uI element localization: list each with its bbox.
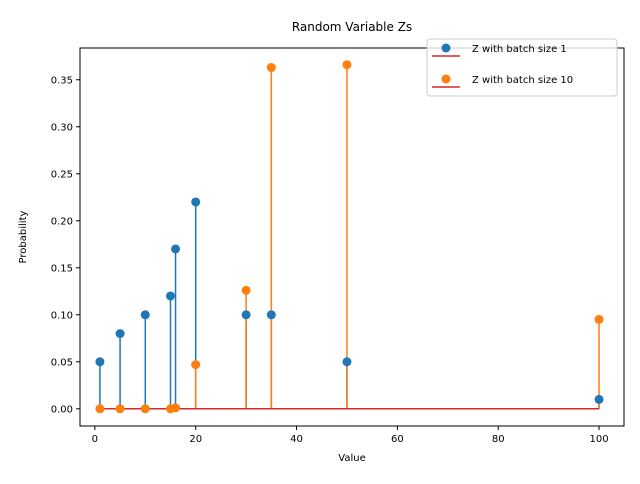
axes-frame (79, 47, 625, 427)
stems-layer (99, 64, 600, 409)
x-tick-label: 100 (589, 434, 608, 445)
stem-marker-series-1-5 (191, 360, 201, 370)
legend-label-batch-10: Z with batch size 10 (472, 75, 573, 86)
y-axis-ticks: 0.00 0.05 0.10 0.15 0.20 0.25 0.30 0.35 (51, 75, 80, 415)
stem-marker-series-0-5 (191, 197, 201, 207)
stem-marker-series-1-9 (594, 314, 604, 324)
stem-marker-series-0-3 (165, 291, 175, 301)
stem-marker-series-0-8 (342, 357, 352, 367)
legend-box (426, 38, 618, 97)
stem-marker-series-1-7 (266, 63, 276, 73)
x-tick-label: 20 (189, 434, 202, 445)
stem-marker-series-1-4 (171, 403, 181, 413)
x-tick-label: 40 (290, 434, 303, 445)
chart-title: Random Variable Zs (292, 20, 412, 34)
stem-marker-series-1-8 (342, 60, 352, 70)
legend-marker-batch-1 (441, 43, 451, 53)
stem-marker-series-0-4 (171, 244, 181, 254)
stem-marker-series-0-1 (115, 329, 125, 339)
y-tick-label: 0.20 (51, 216, 73, 227)
legend-entry-batch-10: Z with batch size 10 (432, 74, 573, 88)
stem-marker-series-0-9 (594, 394, 604, 404)
legend: Z with batch size 1 Z with batch size 10 (426, 38, 618, 97)
y-tick-label: 0.15 (51, 263, 73, 274)
x-tick-label: 80 (492, 434, 505, 445)
markers-layer (95, 60, 604, 414)
legend-marker-batch-10 (441, 74, 451, 84)
x-tick-label: 60 (391, 434, 404, 445)
stem-marker-series-1-0 (95, 404, 105, 414)
stem-marker-series-1-1 (115, 404, 125, 414)
stem-marker-series-0-6 (241, 310, 251, 320)
legend-label-batch-1: Z with batch size 1 (472, 44, 567, 55)
y-tick-label: 0.25 (51, 169, 73, 180)
stem-marker-series-1-6 (241, 285, 251, 295)
stem-marker-series-0-7 (266, 310, 276, 320)
y-tick-label: 0.30 (51, 122, 73, 133)
stem-marker-series-0-2 (140, 310, 150, 320)
y-tick-label: 0.35 (51, 75, 73, 86)
stem-marker-series-1-2 (140, 404, 150, 414)
y-tick-label: 0.10 (51, 310, 73, 321)
x-tick-label: 0 (92, 434, 98, 445)
legend-entry-batch-1: Z with batch size 1 (432, 43, 567, 57)
y-axis-label: Probability (18, 210, 29, 263)
y-tick-label: 0.05 (51, 357, 73, 368)
x-axis-ticks: 0 20 40 60 80 100 (92, 426, 609, 445)
y-tick-label: 0.00 (51, 404, 73, 415)
x-axis-label: Value (338, 453, 365, 464)
stem-marker-series-0-0 (95, 357, 105, 367)
